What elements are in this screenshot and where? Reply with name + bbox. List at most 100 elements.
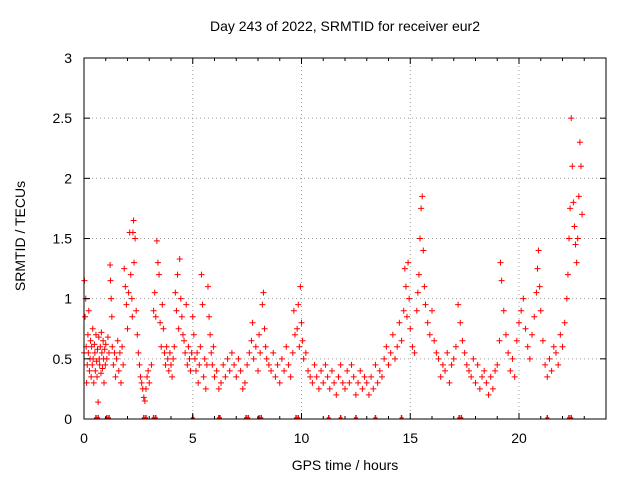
data-point <box>97 370 104 377</box>
data-point <box>136 361 143 368</box>
data-point <box>420 247 427 254</box>
data-point <box>182 349 189 356</box>
data-point <box>537 307 544 314</box>
data-point <box>154 259 161 266</box>
data-point <box>570 199 577 206</box>
baseline-point <box>338 415 343 419</box>
data-point <box>302 349 309 356</box>
data-point <box>481 367 488 374</box>
data-point <box>439 361 446 368</box>
data-point <box>346 379 353 386</box>
data-point <box>522 325 529 332</box>
data-point <box>250 355 257 362</box>
data-point <box>415 271 422 278</box>
data-point <box>156 271 163 278</box>
data-point <box>572 241 579 248</box>
data-point <box>452 343 459 350</box>
data-point <box>177 295 184 302</box>
data-point <box>320 379 327 386</box>
data-point <box>178 313 185 320</box>
data-point <box>246 349 253 356</box>
data-point <box>160 325 167 332</box>
data-point <box>444 349 451 356</box>
data-point <box>137 373 144 380</box>
baseline-point <box>296 415 301 419</box>
data-point <box>324 373 331 380</box>
data-point <box>103 355 110 362</box>
data-point <box>113 355 120 362</box>
data-point <box>398 337 405 344</box>
data-point <box>535 247 542 254</box>
data-point <box>174 271 181 278</box>
data-point <box>544 373 551 380</box>
data-point <box>331 379 338 386</box>
y-axis-label: SRMTID / TECUs <box>12 180 28 292</box>
data-point <box>403 313 410 320</box>
data-point <box>455 301 462 308</box>
data-point <box>96 361 103 368</box>
data-point <box>144 373 151 380</box>
data-point <box>411 349 418 356</box>
data-point <box>571 223 578 230</box>
data-point <box>392 355 399 362</box>
data-point <box>406 295 413 302</box>
data-point <box>281 367 288 374</box>
data-point <box>389 331 396 338</box>
data-point <box>187 367 194 374</box>
data-point <box>573 259 580 266</box>
data-point <box>129 313 136 320</box>
data-point <box>507 367 514 374</box>
data-point <box>339 379 346 386</box>
data-point <box>239 385 246 392</box>
data-point <box>468 373 475 380</box>
data-point <box>513 337 520 344</box>
data-point <box>552 349 559 356</box>
data-point <box>313 373 320 380</box>
data-point <box>202 385 209 392</box>
data-point <box>87 337 94 344</box>
data-point <box>189 313 196 320</box>
data-point <box>333 391 340 398</box>
baseline-markers <box>93 415 574 419</box>
data-point <box>98 349 105 356</box>
data-point <box>355 379 362 386</box>
data-point <box>104 334 111 341</box>
data-point <box>289 349 296 356</box>
data-point <box>567 205 574 212</box>
data-point <box>296 343 303 350</box>
data-point <box>164 355 171 362</box>
data-point <box>125 289 132 296</box>
data-point <box>497 259 504 266</box>
data-point <box>107 261 114 268</box>
data-point <box>135 349 142 356</box>
data-point <box>108 295 115 302</box>
data-point <box>485 391 492 398</box>
data-point <box>483 379 490 386</box>
data-point <box>171 343 178 350</box>
data-point <box>435 355 442 362</box>
data-point <box>418 205 425 212</box>
data-point <box>84 361 91 368</box>
data-point <box>383 343 390 350</box>
data-point <box>117 379 124 386</box>
data-point <box>112 373 119 380</box>
data-point <box>85 349 92 356</box>
data-point <box>108 313 115 320</box>
data-point <box>417 235 424 242</box>
data-point <box>446 379 453 386</box>
data-point <box>487 373 494 380</box>
data-point <box>265 361 272 368</box>
y-tick-label: 2 <box>64 170 72 186</box>
data-point <box>259 301 266 308</box>
data-point <box>385 361 392 368</box>
data-point <box>107 277 114 284</box>
data-point <box>489 385 496 392</box>
data-point <box>127 271 134 278</box>
y-tick-label: 1.5 <box>53 231 73 247</box>
data-point <box>470 355 477 362</box>
baseline-point <box>96 415 101 419</box>
baseline-point <box>373 415 378 419</box>
data-point <box>283 343 290 350</box>
data-point <box>381 355 388 362</box>
data-point <box>194 349 201 356</box>
